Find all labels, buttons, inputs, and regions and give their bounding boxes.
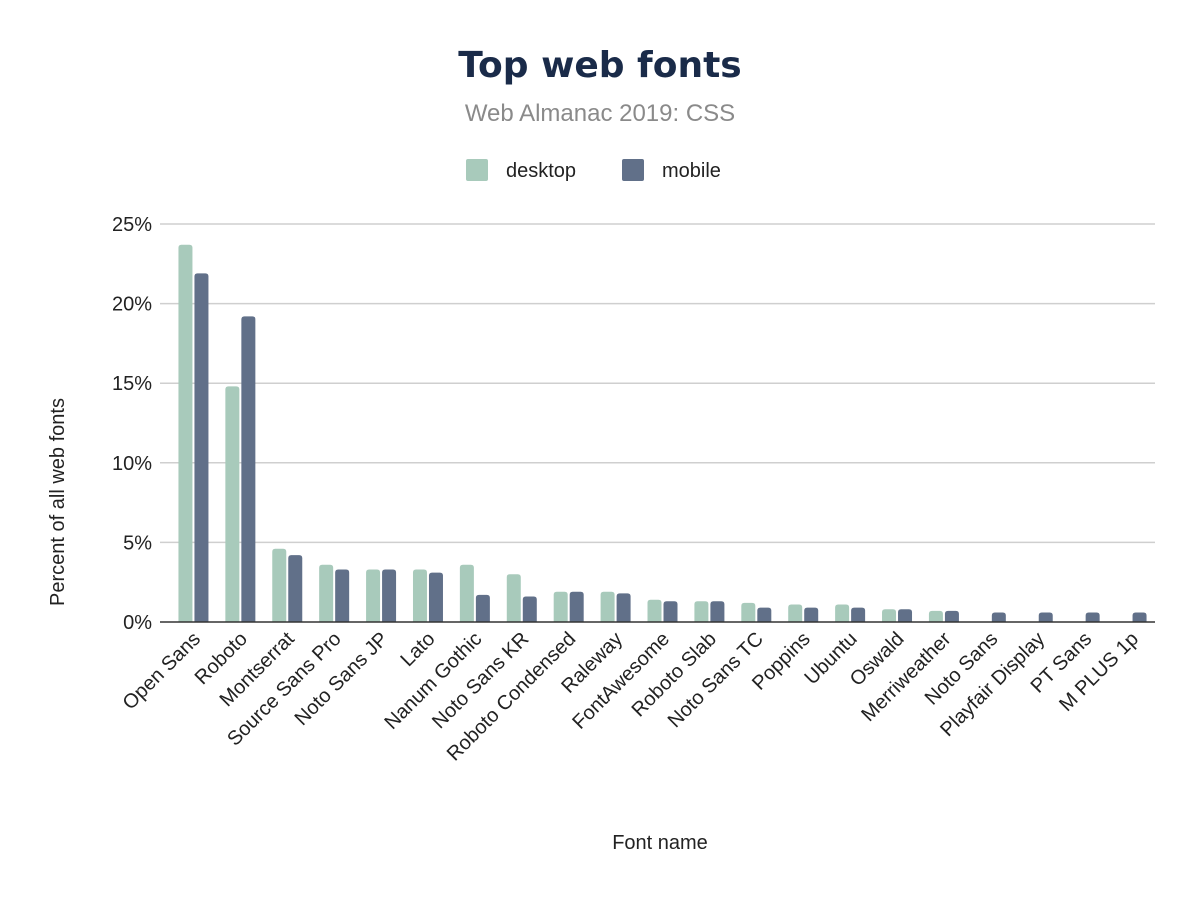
bar-mobile <box>382 569 397 622</box>
legend-label-mobile: mobile <box>662 160 721 182</box>
y-tick-label: 0% <box>123 612 152 634</box>
bar-desktop <box>788 604 803 622</box>
bar-mobile <box>569 591 584 622</box>
y-tick-label: 5% <box>123 532 152 554</box>
legend-label-desktop: desktop <box>506 160 576 182</box>
bar-desktop <box>272 548 287 622</box>
bar-desktop <box>694 601 709 622</box>
bar-desktop <box>553 591 568 622</box>
bar-mobile <box>991 612 1006 622</box>
bar-desktop <box>928 610 943 622</box>
bar-mobile <box>710 601 725 622</box>
bar-mobile <box>335 569 350 622</box>
legend: desktop mobile <box>466 159 721 182</box>
chart-title: Top web fonts <box>458 45 741 86</box>
bar-desktop <box>225 386 240 622</box>
bar-mobile <box>804 607 819 622</box>
bar-mobile <box>1132 612 1147 622</box>
bar-desktop <box>600 591 615 622</box>
bar-mobile <box>663 601 678 622</box>
bar-mobile <box>428 572 443 622</box>
bar-desktop <box>459 564 474 622</box>
bar-mobile <box>522 596 537 622</box>
y-tick-label: 10% <box>112 453 152 475</box>
y-tick-label: 15% <box>112 373 152 395</box>
bar-mobile <box>194 273 209 622</box>
chart-subtitle: Web Almanac 2019: CSS <box>465 100 735 127</box>
legend-swatch-desktop <box>466 159 488 181</box>
bar-mobile <box>1085 612 1100 622</box>
bar-desktop <box>647 599 662 622</box>
bar-mobile <box>616 593 631 622</box>
bar-desktop <box>319 564 334 622</box>
gridlines <box>160 223 1155 544</box>
bars <box>178 244 1147 623</box>
bar-mobile <box>851 607 866 622</box>
bar-mobile <box>757 607 772 622</box>
bar-desktop <box>366 569 381 622</box>
legend-swatch-mobile <box>622 159 644 181</box>
y-axis-ticks: 0% 5% 10% 15% 20% 25% <box>112 214 152 634</box>
y-tick-label: 25% <box>112 214 152 236</box>
bar-mobile <box>898 609 913 622</box>
bar-desktop <box>178 244 193 623</box>
y-axis-title: Percent of all web fonts <box>47 398 69 606</box>
bar-mobile <box>475 594 490 622</box>
bar-desktop <box>741 602 756 622</box>
bar-mobile <box>944 610 959 622</box>
bar-desktop <box>835 604 850 622</box>
bar-desktop <box>882 609 897 622</box>
bar-mobile <box>241 316 256 622</box>
bar-mobile <box>288 555 303 622</box>
bar-mobile <box>1038 612 1053 622</box>
y-tick-label: 20% <box>112 294 152 316</box>
bar-desktop <box>412 569 427 622</box>
bar-desktop <box>506 574 521 622</box>
x-axis-title: Font name <box>612 832 708 854</box>
